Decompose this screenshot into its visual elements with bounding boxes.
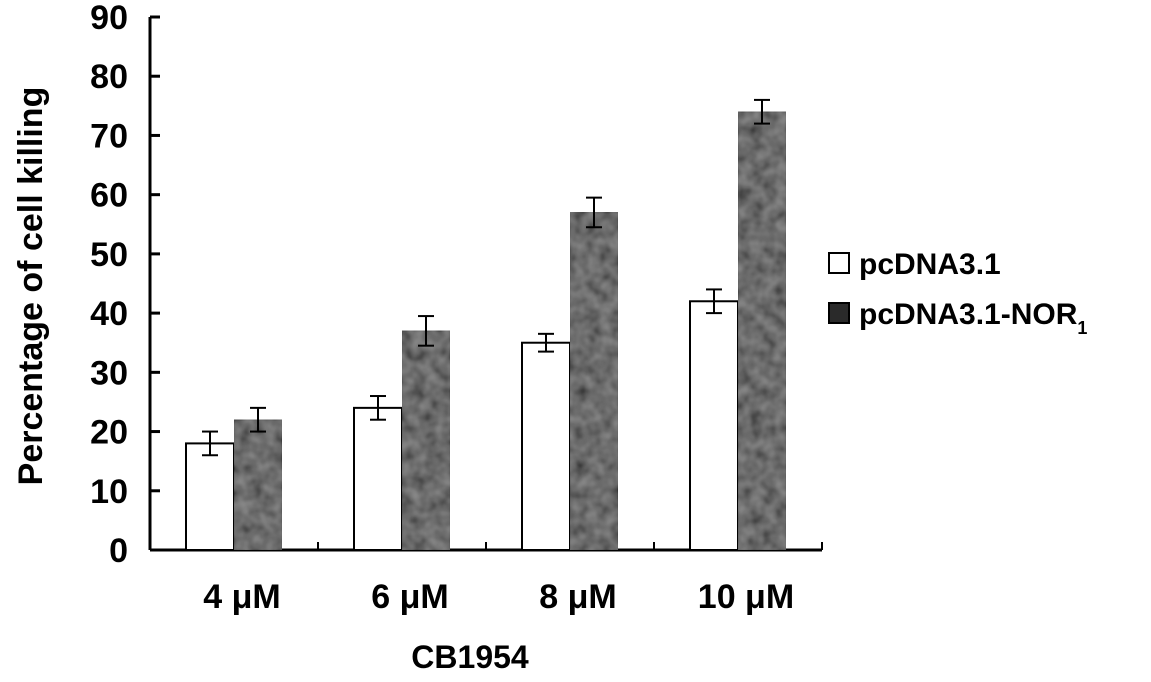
y-tick-label: 0 xyxy=(109,532,128,570)
y-tick-label: 60 xyxy=(90,177,128,215)
x-tick-label: 6 μM xyxy=(371,578,448,616)
legend-label-subscript: 1 xyxy=(1077,318,1087,338)
bar-pcdna3-1-nor1-0 xyxy=(233,418,283,552)
x-axis-label: CB1954 xyxy=(411,639,529,675)
legend: pcDNA3.1 pcDNA3.1-NOR1 xyxy=(828,248,1087,338)
bar-pcdna3-1-nor1-2 xyxy=(569,211,619,552)
bar-pcdna3-1-1 xyxy=(353,406,403,551)
y-tick-label: 90 xyxy=(90,0,128,37)
bar-pcdna3-1-2 xyxy=(521,341,571,551)
legend-label-pcdna3-1-nor1: pcDNA3.1-NOR1 xyxy=(859,298,1087,338)
y-tick-label: 80 xyxy=(90,58,128,96)
legend-swatch-pcdna3-1 xyxy=(828,252,850,274)
y-tick-label: 70 xyxy=(90,117,128,155)
y-tick-label: 40 xyxy=(90,295,128,333)
x-tick-label: 4 μM xyxy=(203,578,280,616)
y-tick-label: 30 xyxy=(90,354,128,392)
legend-swatch-pcdna3-1-nor1 xyxy=(828,302,850,324)
legend-label-main: pcDNA3.1-NOR xyxy=(859,298,1078,331)
bars xyxy=(185,110,787,552)
legend-label-pcdna3-1: pcDNA3.1 xyxy=(859,248,1001,281)
y-axis-label: Percentage of cell killing xyxy=(12,87,50,486)
error-bars xyxy=(202,98,770,457)
y-tick-label: 10 xyxy=(90,473,128,511)
x-tick-label: 8 μM xyxy=(539,578,616,616)
bar-pcdna3-1-nor1-1 xyxy=(401,329,451,551)
bar-pcdna3-1-nor1-3 xyxy=(737,110,787,551)
y-tick-label: 20 xyxy=(90,414,128,452)
y-tick-label: 50 xyxy=(90,236,128,274)
x-tick-label: 10 μM xyxy=(698,578,794,616)
bar-pcdna3-1-0 xyxy=(185,442,235,551)
bar-pcdna3-1-3 xyxy=(689,300,739,551)
tick-labels: 0 10 20 30 40 50 60 70 80 90 4 μM 6 μM 8 μM 10 μM xyxy=(90,0,794,616)
